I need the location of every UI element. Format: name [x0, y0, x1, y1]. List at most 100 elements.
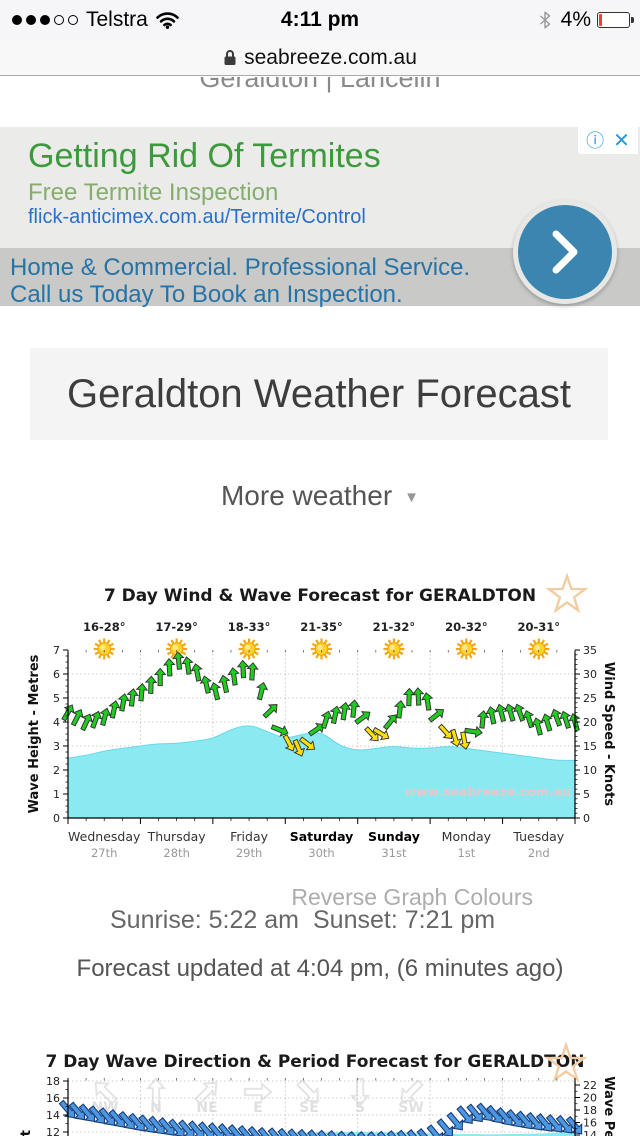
- forecast-updated-text: Forecast updated at 4:04 pm, (6 minutes …: [76, 955, 564, 982]
- direction-arrow-marker: [449, 728, 462, 748]
- svg-text:E: E: [253, 1100, 263, 1116]
- direction-arrow-marker: [436, 1118, 454, 1136]
- direction-arrow-marker: [262, 704, 278, 719]
- signal-dot: [12, 15, 22, 25]
- svg-text:Saturday: Saturday: [290, 829, 354, 844]
- compass-legend-arrow: [400, 1079, 424, 1103]
- direction-arrow-marker: [338, 701, 352, 721]
- direction-arrow-marker: [446, 1111, 463, 1131]
- wave-height-area: [67, 725, 576, 819]
- svg-text:0: 0: [53, 812, 60, 825]
- svg-text:4: 4: [53, 716, 60, 729]
- favourite-star-icon[interactable]: [544, 1041, 588, 1083]
- direction-arrow-marker: [135, 682, 149, 702]
- direction-arrow-marker: [396, 1129, 414, 1136]
- svg-text:30th: 30th: [308, 846, 334, 860]
- direction-arrow-marker: [181, 656, 194, 675]
- ad-info-icon[interactable]: ⓘ: [586, 130, 605, 151]
- direction-arrow-marker: [292, 738, 306, 757]
- svg-text:1: 1: [53, 788, 60, 801]
- direction-arrow-marker: [298, 736, 316, 751]
- ad-headline[interactable]: Getting Rid Of Termites: [28, 137, 381, 175]
- svg-text:NE: NE: [196, 1100, 217, 1116]
- sun-icon: [383, 638, 405, 660]
- svg-text:6: 6: [53, 668, 60, 681]
- direction-arrow-marker: [494, 703, 507, 723]
- address-bar[interactable]: seabreeze.com.au: [0, 40, 640, 76]
- ad-choices-badge[interactable]: ⓘ ✕: [578, 127, 638, 154]
- direction-arrow-marker: [256, 681, 269, 701]
- direction-arrow-marker: [126, 688, 139, 707]
- signal-dot: [40, 15, 50, 25]
- direction-arrow-marker: [354, 711, 371, 725]
- more-weather-dropdown[interactable]: More weather ▼: [0, 480, 640, 512]
- direction-arrow-marker: [386, 1130, 404, 1136]
- ad-cta-button[interactable]: [513, 200, 617, 304]
- chevron-down-icon: ▼: [404, 489, 420, 506]
- signal-dot: [54, 15, 64, 25]
- more-weather-label: More weather: [220, 480, 393, 511]
- svg-text:18: 18: [46, 1075, 60, 1088]
- direction-arrow-marker: [236, 659, 250, 679]
- compass-legend-arrow: [243, 1081, 273, 1103]
- ad-tagline-line2: Call us Today To Book an Inspection.: [10, 281, 403, 308]
- location-breadcrumb[interactable]: Geraldton | Lancelin: [199, 77, 441, 93]
- sun-icon: [311, 638, 332, 660]
- signal-strength-icon: [12, 15, 82, 25]
- ad-close-icon[interactable]: ✕: [613, 129, 630, 152]
- direction-arrow-marker: [347, 1131, 364, 1136]
- svg-text:25: 25: [583, 692, 597, 705]
- direction-arrow-marker: [476, 710, 490, 729]
- svg-text:1st: 1st: [457, 846, 475, 860]
- svg-text:Thursday: Thursday: [147, 829, 207, 844]
- direction-arrow-marker: [565, 1115, 583, 1135]
- direction-arrow-marker: [402, 687, 416, 707]
- direction-arrow-marker: [297, 1128, 314, 1136]
- svg-text:2nd: 2nd: [528, 846, 550, 860]
- direction-arrow-marker: [382, 714, 397, 731]
- signal-dot: [68, 15, 78, 25]
- svg-text:SW: SW: [398, 1100, 424, 1116]
- svg-text:17-29°: 17-29°: [155, 620, 198, 634]
- direction-arrow-marker: [153, 667, 167, 687]
- direction-arrow-marker: [307, 1129, 324, 1136]
- svg-text:10: 10: [583, 764, 597, 777]
- direction-arrow-marker: [513, 703, 526, 722]
- svg-text:15: 15: [583, 740, 597, 753]
- reverse-graph-colours-link[interactable]: Reverse Graph Colours: [291, 884, 533, 910]
- svg-text:22: 22: [583, 1079, 597, 1092]
- wind-wave-forecast-chart: 7 Day Wind & Wave Forecast for GERALDTON…: [27, 572, 616, 860]
- direction-arrow-marker: [420, 692, 434, 711]
- battery-icon: [597, 12, 634, 28]
- sun-icon: [93, 638, 115, 660]
- direction-arrow-marker: [163, 657, 176, 677]
- direction-arrow-marker: [464, 725, 483, 739]
- direction-arrow-marker: [218, 674, 231, 694]
- direction-arrow-marker: [190, 663, 203, 682]
- sun-icon: [238, 638, 260, 660]
- svg-text:S: S: [355, 1100, 365, 1116]
- svg-text:12: 12: [46, 1126, 60, 1136]
- svg-text:Sunday: Sunday: [368, 829, 420, 844]
- svg-text:5: 5: [583, 788, 590, 801]
- svg-text:20: 20: [583, 716, 597, 729]
- svg-text:Wave Height - Feet: Wave Height - Feet: [19, 1130, 34, 1136]
- compass-legend-arrow: [296, 1079, 320, 1103]
- bluetooth-icon: [539, 11, 550, 29]
- direction-arrow-marker: [503, 703, 516, 722]
- direction-arrow-marker: [172, 651, 185, 670]
- svg-text:Monday: Monday: [442, 829, 492, 844]
- direction-arrow-marker: [366, 1131, 384, 1136]
- wifi-icon: [156, 11, 179, 29]
- ad-display-url[interactable]: flick-anticimex.com.au/Termite/Control: [28, 206, 366, 228]
- svg-text:N: N: [150, 1100, 162, 1116]
- direction-arrow-marker: [287, 1128, 304, 1136]
- svg-text:SE: SE: [299, 1100, 319, 1116]
- svg-text:20-32°: 20-32°: [445, 620, 488, 634]
- svg-text:7: 7: [53, 644, 60, 657]
- favourite-star-icon[interactable]: [545, 572, 589, 614]
- direction-arrow-marker: [270, 724, 289, 737]
- direction-arrow-marker: [458, 731, 471, 750]
- svg-text:31st: 31st: [381, 846, 407, 860]
- clock-time: 4:11 pm: [280, 8, 360, 31]
